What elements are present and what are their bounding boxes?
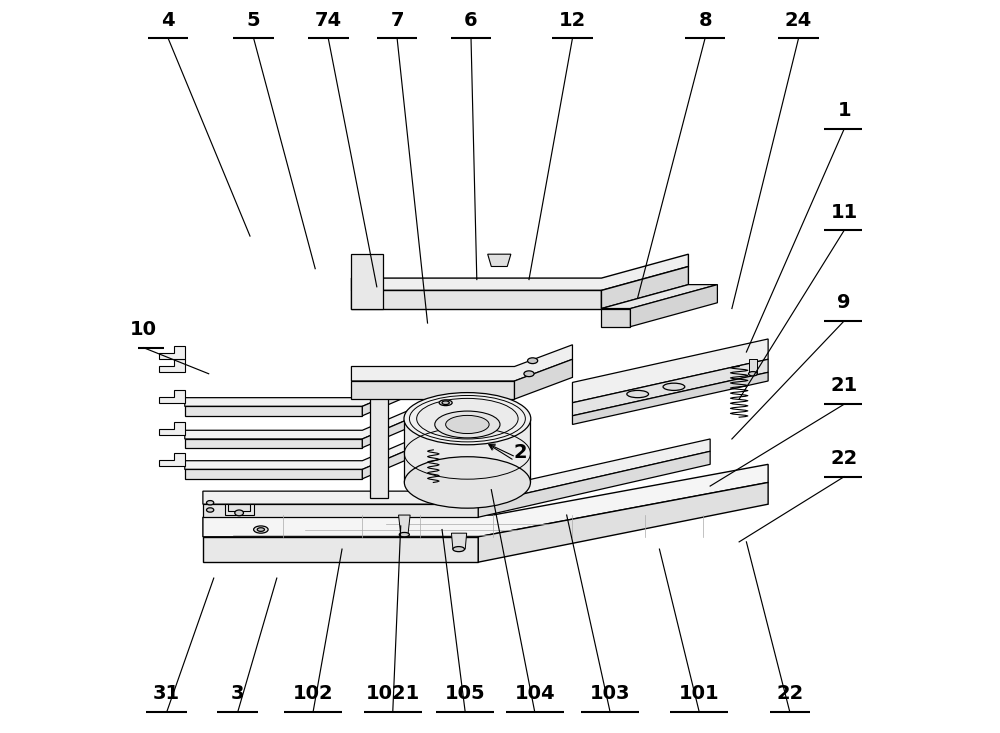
Ellipse shape bbox=[254, 526, 268, 533]
Polygon shape bbox=[370, 381, 388, 498]
Polygon shape bbox=[514, 359, 572, 399]
Text: 74: 74 bbox=[315, 10, 342, 29]
Polygon shape bbox=[572, 359, 768, 416]
Polygon shape bbox=[351, 254, 688, 290]
Polygon shape bbox=[203, 537, 478, 562]
Text: 22: 22 bbox=[831, 449, 858, 468]
Polygon shape bbox=[351, 290, 601, 309]
Polygon shape bbox=[572, 372, 768, 424]
Polygon shape bbox=[362, 448, 413, 479]
Polygon shape bbox=[203, 464, 768, 537]
Text: 12: 12 bbox=[559, 10, 586, 29]
Text: 102: 102 bbox=[293, 685, 333, 704]
Text: 105: 105 bbox=[445, 685, 486, 704]
Polygon shape bbox=[203, 504, 478, 517]
Polygon shape bbox=[351, 381, 514, 399]
Text: 104: 104 bbox=[514, 685, 555, 704]
Polygon shape bbox=[185, 469, 362, 479]
Text: 1021: 1021 bbox=[366, 685, 420, 704]
Polygon shape bbox=[478, 482, 768, 562]
Ellipse shape bbox=[439, 399, 452, 405]
Text: 21: 21 bbox=[831, 377, 858, 396]
Polygon shape bbox=[449, 446, 467, 490]
Text: 10: 10 bbox=[130, 320, 157, 339]
Polygon shape bbox=[351, 345, 572, 381]
Text: 4: 4 bbox=[161, 10, 175, 29]
Ellipse shape bbox=[446, 416, 489, 433]
Ellipse shape bbox=[404, 457, 530, 508]
Polygon shape bbox=[404, 419, 530, 482]
Ellipse shape bbox=[528, 358, 538, 364]
Ellipse shape bbox=[442, 401, 449, 405]
Ellipse shape bbox=[524, 371, 534, 377]
Text: 9: 9 bbox=[837, 293, 851, 312]
Ellipse shape bbox=[207, 501, 214, 505]
Ellipse shape bbox=[749, 372, 757, 376]
Text: 31: 31 bbox=[153, 685, 180, 704]
Text: 8: 8 bbox=[698, 10, 712, 29]
Polygon shape bbox=[362, 385, 413, 416]
Polygon shape bbox=[451, 533, 467, 549]
Polygon shape bbox=[630, 284, 717, 327]
Polygon shape bbox=[225, 504, 254, 515]
Polygon shape bbox=[399, 515, 410, 534]
Text: 2: 2 bbox=[513, 443, 527, 462]
Polygon shape bbox=[185, 439, 413, 469]
Ellipse shape bbox=[417, 398, 518, 439]
Text: 3: 3 bbox=[231, 685, 244, 704]
Polygon shape bbox=[351, 254, 383, 309]
Text: 11: 11 bbox=[831, 202, 858, 221]
Ellipse shape bbox=[627, 391, 649, 398]
Polygon shape bbox=[159, 453, 185, 465]
Ellipse shape bbox=[453, 547, 464, 552]
Polygon shape bbox=[601, 309, 630, 327]
Polygon shape bbox=[488, 254, 511, 267]
Polygon shape bbox=[203, 439, 710, 504]
Ellipse shape bbox=[404, 393, 531, 445]
Ellipse shape bbox=[399, 532, 409, 537]
Polygon shape bbox=[185, 439, 362, 448]
Polygon shape bbox=[159, 358, 185, 372]
Text: 22: 22 bbox=[776, 685, 803, 704]
Polygon shape bbox=[572, 339, 768, 402]
Text: 101: 101 bbox=[679, 685, 720, 704]
Polygon shape bbox=[185, 408, 413, 439]
Ellipse shape bbox=[435, 411, 500, 438]
Polygon shape bbox=[601, 284, 717, 309]
Ellipse shape bbox=[257, 528, 264, 531]
Ellipse shape bbox=[235, 510, 243, 516]
Text: 1: 1 bbox=[837, 101, 851, 120]
Ellipse shape bbox=[207, 508, 214, 512]
Text: 6: 6 bbox=[464, 10, 478, 29]
Polygon shape bbox=[478, 452, 710, 517]
Polygon shape bbox=[362, 417, 413, 448]
Text: 7: 7 bbox=[390, 10, 404, 29]
Polygon shape bbox=[601, 267, 688, 309]
Polygon shape bbox=[185, 406, 362, 416]
Text: 5: 5 bbox=[247, 10, 260, 29]
Ellipse shape bbox=[663, 383, 685, 391]
Polygon shape bbox=[159, 346, 185, 359]
Polygon shape bbox=[159, 421, 185, 435]
Text: 24: 24 bbox=[785, 10, 812, 29]
Polygon shape bbox=[749, 359, 757, 374]
Polygon shape bbox=[159, 390, 185, 402]
Text: 103: 103 bbox=[590, 685, 630, 704]
Polygon shape bbox=[185, 376, 413, 406]
